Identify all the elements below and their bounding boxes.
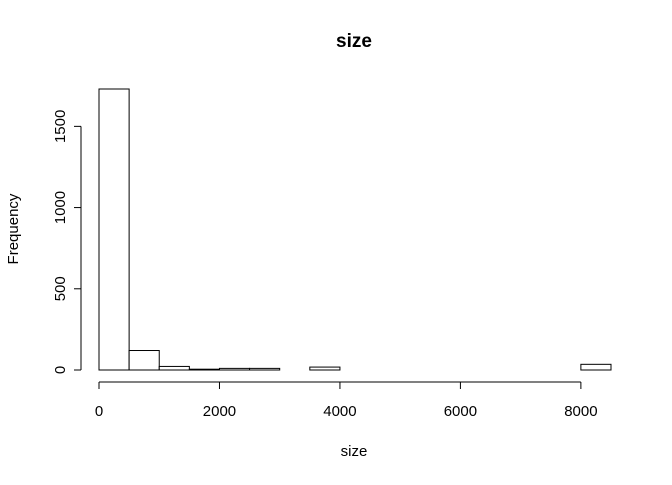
x-tick-label: 8000 [564, 403, 597, 420]
histogram-bar-16 [580, 363, 612, 371]
y-axis: 0 500 1000 1500 [52, 110, 82, 374]
y-tick-label: 0 [52, 366, 69, 374]
x-tick-label: 0 [95, 403, 103, 420]
x-tick-label: 4000 [323, 403, 356, 420]
histogram-bar-4 [218, 367, 251, 371]
histogram-bar-7 [309, 366, 341, 371]
x-axis: 0 2000 4000 6000 8000 [95, 381, 598, 420]
y-axis-label: Frequency [5, 193, 22, 264]
x-tick-label: 6000 [444, 403, 477, 420]
histogram-bar-5 [249, 367, 281, 371]
histogram-bar-2 [158, 365, 190, 371]
y-tick-label: 1000 [52, 191, 69, 224]
histogram-bar-0 [98, 88, 130, 371]
y-tick-label: 500 [52, 276, 69, 301]
histogram-bars [98, 88, 612, 371]
x-axis-label: size [341, 443, 368, 460]
x-tick-label: 2000 [203, 403, 236, 420]
chart-title: size [336, 31, 372, 52]
histogram-bar-1 [128, 350, 160, 371]
y-tick-label: 1500 [52, 110, 69, 143]
histogram-bar-3 [188, 368, 220, 371]
